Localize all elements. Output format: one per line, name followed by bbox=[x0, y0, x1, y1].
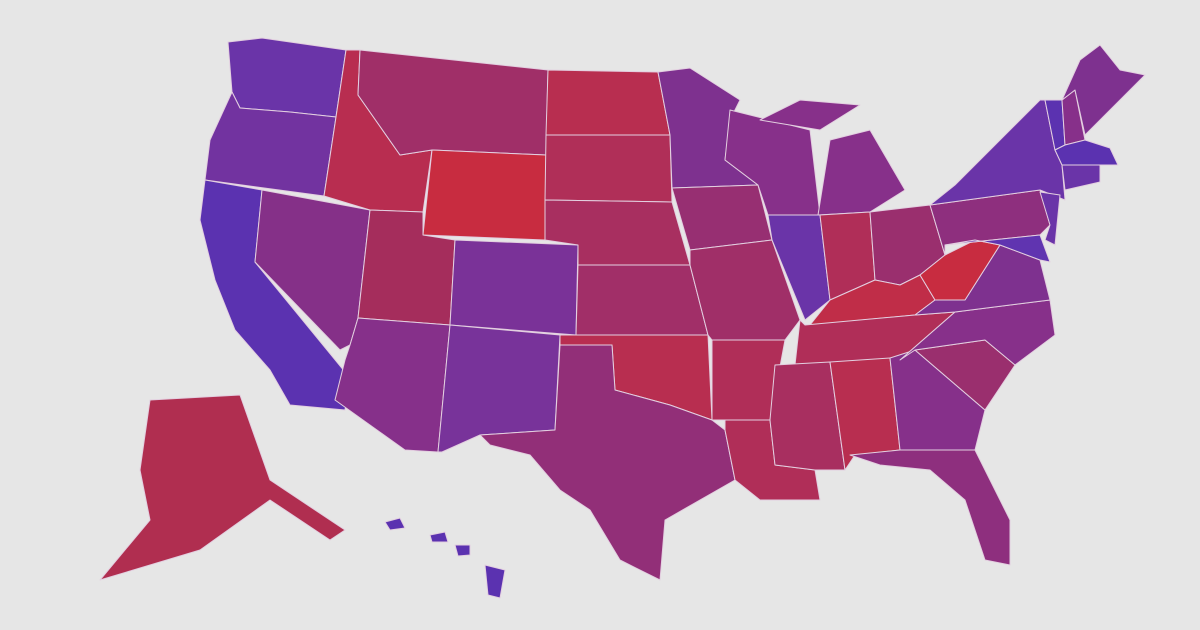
state-ks bbox=[575, 264, 709, 336]
state-sd bbox=[544, 134, 673, 203]
state-il bbox=[767, 214, 831, 321]
state-fl bbox=[849, 449, 1011, 566]
state-nj bbox=[1039, 191, 1061, 246]
state-ct bbox=[1061, 164, 1101, 191]
state-me bbox=[1061, 44, 1146, 136]
state-tx bbox=[479, 344, 736, 581]
state-wa bbox=[227, 37, 347, 118]
state-ny bbox=[929, 99, 1066, 206]
state-ak bbox=[99, 394, 346, 581]
state-co bbox=[449, 239, 579, 336]
state-md bbox=[944, 234, 1051, 263]
state-nd bbox=[545, 69, 671, 136]
state-ia bbox=[671, 184, 773, 251]
state-hi bbox=[384, 517, 506, 599]
state-az bbox=[334, 317, 451, 453]
state-wy bbox=[422, 149, 547, 241]
